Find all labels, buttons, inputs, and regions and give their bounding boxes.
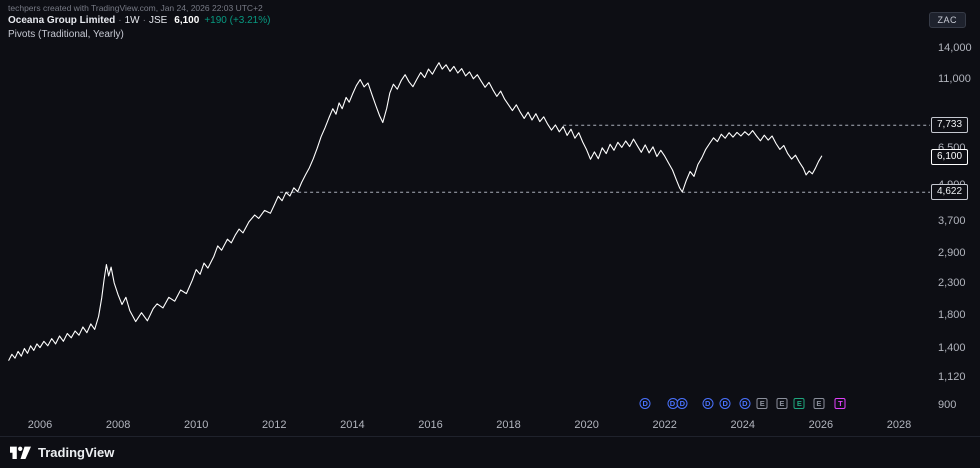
x-axis-label: 2022 xyxy=(652,419,677,431)
event-marker[interactable]: T xyxy=(834,398,846,409)
legend-separator: · xyxy=(142,15,146,26)
x-axis-label: 2026 xyxy=(808,419,834,431)
x-axis-label: 2016 xyxy=(418,419,443,431)
interval-label[interactable]: 1W xyxy=(124,15,140,26)
y-axis-label: 1,800 xyxy=(938,308,966,321)
symbol-legend-row: Oceana Group Limited · 1W · JSE 6,100 +190 (+3… xyxy=(8,15,270,26)
legend-price-change: +190 (+3.21%) xyxy=(204,15,271,26)
dividend-marker[interactable]: D xyxy=(739,398,751,409)
y-axis-label: 11,000 xyxy=(938,73,971,86)
x-axis-label: 2014 xyxy=(340,419,365,431)
tradingview-logo-icon[interactable] xyxy=(10,446,31,459)
y-axis-label: 2,900 xyxy=(938,246,966,259)
dividend-marker[interactable]: D xyxy=(702,398,714,409)
price-chart-canvas[interactable] xyxy=(0,0,930,436)
y-axis-label: 2,300 xyxy=(938,277,966,289)
price-line[interactable] xyxy=(8,62,823,361)
x-axis-label: 2012 xyxy=(262,419,287,431)
x-axis-label: 2018 xyxy=(496,419,521,431)
attribution-text: techpers created with TradingView.com, J… xyxy=(8,3,263,13)
y-axis-label: 900 xyxy=(938,399,957,412)
y-axis-label: 1,120 xyxy=(938,370,966,383)
dividend-marker[interactable]: D xyxy=(719,398,731,409)
y-axis-label: 14,000 xyxy=(938,42,972,54)
x-axis-label: 2006 xyxy=(27,419,53,431)
x-axis-label: 2010 xyxy=(183,419,209,431)
earnings-marker[interactable]: E xyxy=(776,398,788,409)
pivot-price-label: 7,733 xyxy=(931,117,969,134)
tradingview-logo-text[interactable]: TradingView xyxy=(38,444,115,460)
bottom-toolbar: TradingView xyxy=(0,436,980,467)
y-axis-label: 1,400 xyxy=(938,341,966,354)
legend-last-price: 6,100 xyxy=(174,15,200,26)
exchange-label: JSE xyxy=(148,15,168,26)
last-price-label: 6,100 xyxy=(931,149,969,166)
x-axis-label: 2008 xyxy=(105,419,131,431)
x-axis-label: 2020 xyxy=(574,419,599,431)
symbol-title[interactable]: Oceana Group Limited xyxy=(8,15,116,26)
pivot-price-label: 4,622 xyxy=(931,184,969,201)
earnings-marker[interactable]: E xyxy=(756,398,768,409)
legend-separator: · xyxy=(118,15,122,26)
earnings-marker[interactable]: E xyxy=(813,398,825,409)
dividend-marker[interactable]: D xyxy=(639,398,651,409)
x-axis-label: 2024 xyxy=(730,419,756,431)
dividend-marker[interactable]: D xyxy=(676,398,688,409)
currency-badge[interactable]: ZAC xyxy=(928,12,966,28)
chart-legend: Oceana Group Limited · 1W · JSE 6,100 +190 (+3… xyxy=(8,15,270,40)
earnings-marker[interactable]: E xyxy=(793,398,805,409)
indicator-legend-label[interactable]: Pivots (Traditional, Yearly) xyxy=(8,29,124,40)
x-axis-label: 2028 xyxy=(886,419,912,431)
y-axis-label: 3,700 xyxy=(938,215,966,228)
